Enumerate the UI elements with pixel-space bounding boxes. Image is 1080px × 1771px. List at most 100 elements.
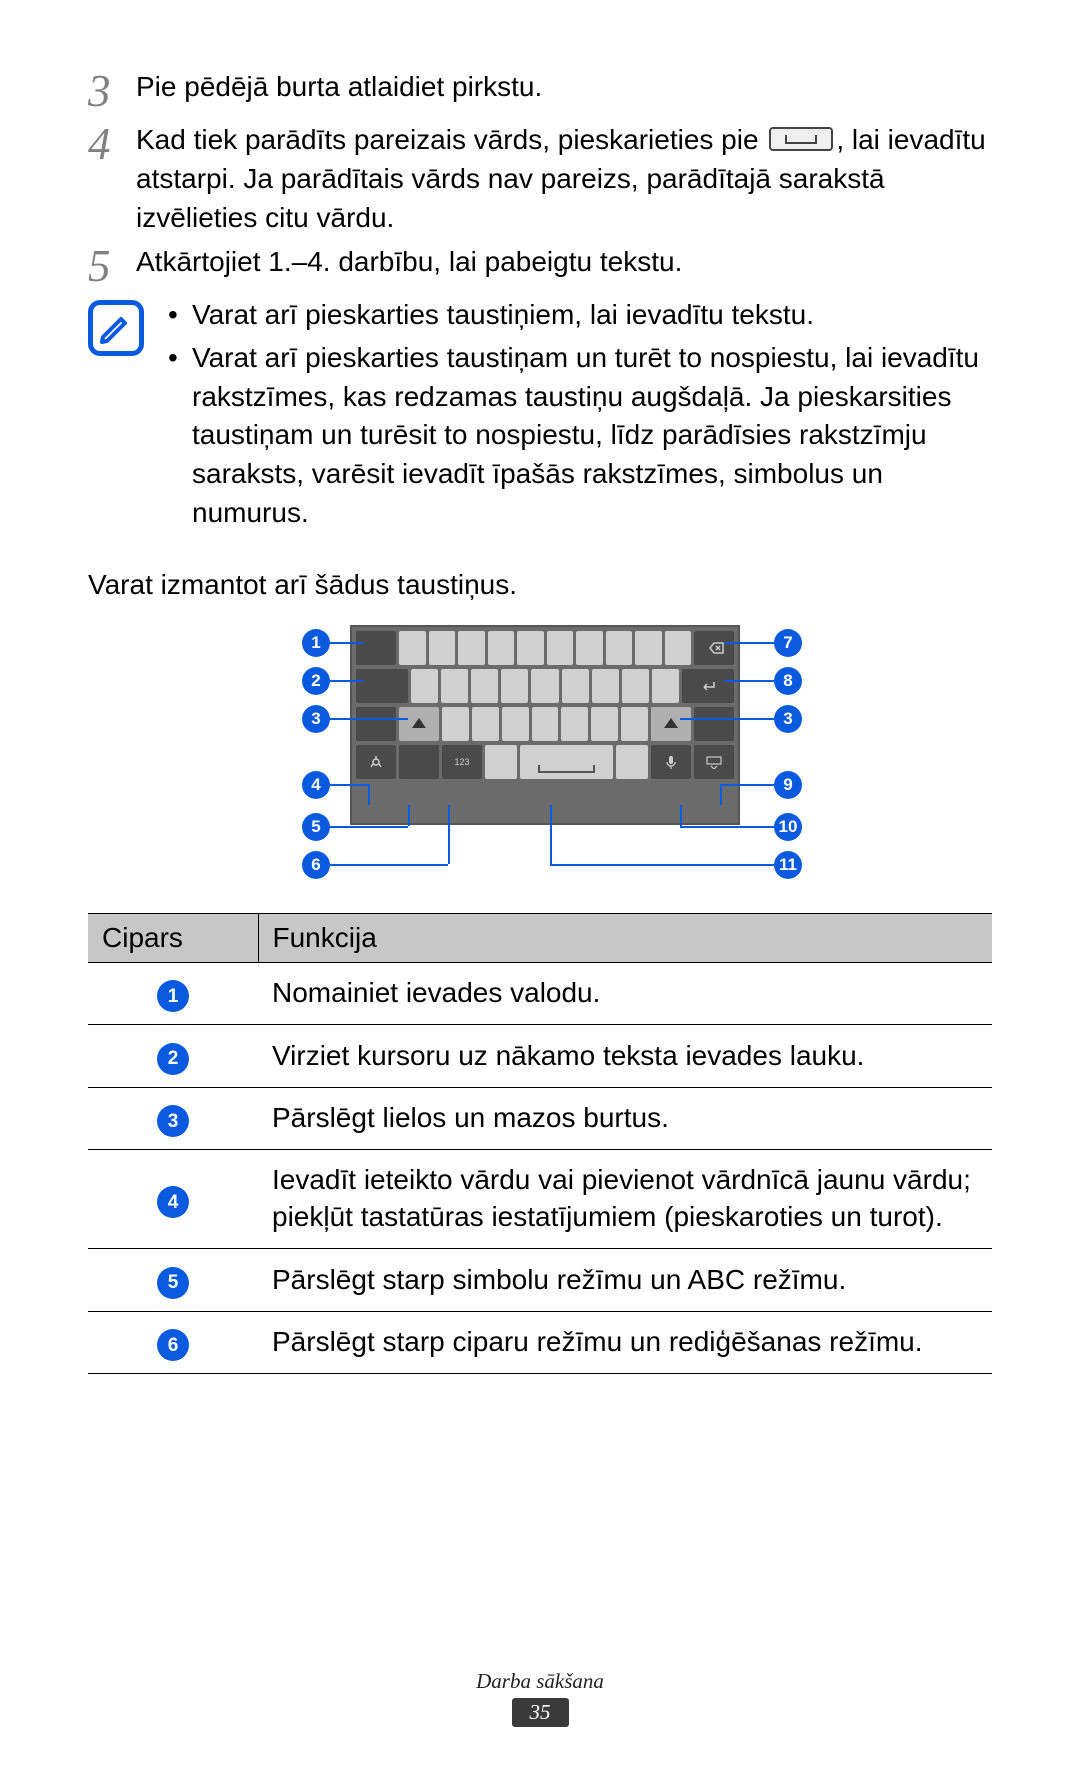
table-row: 5 Pārslēgt starp simbolu režīmu un ABC r… [88,1249,992,1312]
callout-10: 10 [774,813,802,841]
key [592,669,619,703]
row-func-cell: Pārslēgt starp ciparu režīmu un rediģēša… [258,1311,992,1374]
bullet-icon: • [168,296,192,335]
callout-9: 9 [774,771,802,799]
shift-key [651,707,691,741]
shift-key [399,707,439,741]
key [616,745,648,779]
lead-line [680,826,776,828]
table-row: 6 Pārslēgt starp ciparu režīmu un rediģē… [88,1311,992,1374]
step-number: 3 [88,68,136,115]
keyboard-region: 123 1 2 3 4 5 6 7 8 3 9 10 11 [230,625,850,885]
step-text: Pie pēdējā burta atlaidiet pirkstu. [136,68,992,107]
key [621,707,648,741]
table-row: 3 Pārslēgt lielos un mazos burtus. [88,1087,992,1150]
note-list: • Varat arī pieskarties taustiņiem, lai … [168,296,992,536]
lead-line [368,784,370,805]
key [531,669,558,703]
num-circle-icon: 5 [157,1267,189,1299]
key [562,669,589,703]
lead-line [328,642,364,644]
row-func-cell: Pārslēgt lielos un mazos burtus. [258,1087,992,1150]
footer-section-title: Darba sākšana [0,1669,1080,1694]
callout-5: 5 [302,813,330,841]
step4-before: Kad tiek parādīts pareizais vārds, piesk… [136,124,766,155]
page-footer: Darba sākšana 35 [0,1669,1080,1727]
lead-line [408,805,410,826]
lead-line [328,864,448,866]
step-number: 4 [88,121,136,168]
key [485,745,517,779]
callout-2: 2 [302,667,330,695]
row-func-cell: Pārslēgt starp simbolu režīmu un ABC rež… [258,1249,992,1312]
callout-7: 7 [774,629,802,657]
note-block: • Varat arī pieskarties taustiņiem, lai … [88,296,992,536]
table-row: 2 Virziet kursoru uz nākamo teksta ievad… [88,1025,992,1088]
row-num-cell: 1 [88,962,258,1025]
key [472,707,499,741]
row-func-cell: Virziet kursoru uz nākamo teksta ievades… [258,1025,992,1088]
hide-key [694,745,734,779]
callout-3: 3 [302,705,330,733]
key [591,707,618,741]
bullet-icon: • [168,339,192,532]
callout-6: 6 [302,851,330,879]
lead-line [724,642,776,644]
key [442,707,469,741]
key [532,707,559,741]
num-circle-icon: 4 [157,1186,189,1218]
keyboard: 123 [350,625,740,825]
step-text: Kad tiek parādīts pareizais vārds, piesk… [136,121,992,237]
key [458,631,485,665]
123-key: 123 [442,745,482,779]
key [488,631,515,665]
key [547,631,574,665]
callout-1: 1 [302,629,330,657]
num-circle-icon: 2 [157,1043,189,1075]
pen-note-icon [88,300,144,356]
step-text: Atkārtojiet 1.–4. darbību, lai pabeigtu … [136,243,992,282]
note-item: • Varat arī pieskarties taustiņiem, lai … [168,296,992,335]
key [471,669,498,703]
keyboard-row-1 [356,631,734,665]
note-item: • Varat arī pieskarties taustiņam un tur… [168,339,992,532]
key [502,707,529,741]
tab-key [356,669,408,703]
key [622,669,649,703]
lead-line [720,784,776,786]
key [441,669,468,703]
key [576,631,603,665]
header-funkcija: Funkcija [258,913,992,962]
callout-4: 4 [302,771,330,799]
step-4: 4 Kad tiek parādīts pareizais vārds, pie… [88,121,992,237]
spacebar-icon [769,127,833,151]
keyboard-row-4: 123 [356,745,734,779]
step-number: 5 [88,243,136,290]
key [635,631,662,665]
row-func-cell: Ievadīt ieteikto vārdu vai pievienot vār… [258,1150,992,1249]
num-circle-icon: 1 [157,980,189,1012]
lead-line [448,805,450,864]
enter-key [682,669,734,703]
num-circle-icon: 3 [157,1105,189,1137]
key [652,669,679,703]
keyboard-row-3 [356,707,734,741]
callout-11: 11 [774,851,802,879]
lead-line [680,718,776,720]
key [665,631,692,665]
row-num-cell: 4 [88,1150,258,1249]
note-text: Varat arī pieskarties taustiņam un turēt… [192,339,992,532]
lead-line [680,805,682,826]
row-num-cell: 6 [88,1311,258,1374]
row-num-cell: 3 [88,1087,258,1150]
callout-8: 8 [774,667,802,695]
table-row: 1 Nomainiet ievades valodu. [88,962,992,1025]
keyboard-row-2 [356,669,734,703]
header-cipars: Cipars [88,913,258,962]
lead-line [724,680,776,682]
lead-line [328,718,408,720]
key [561,707,588,741]
key [356,631,396,665]
key [501,669,528,703]
backspace-key [694,631,734,665]
